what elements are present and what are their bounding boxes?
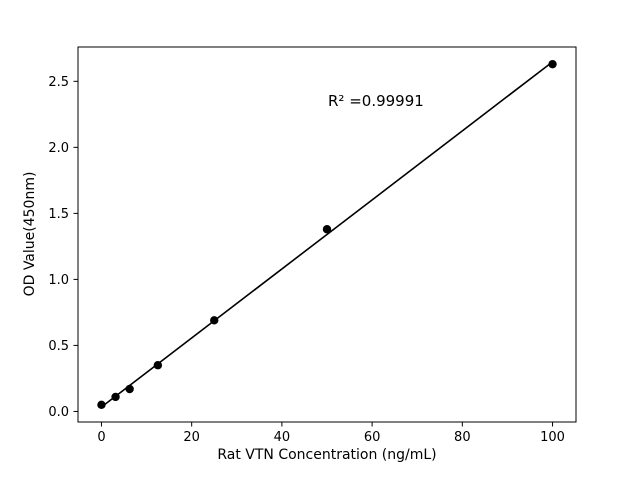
y-tick-label: 2.5 [48, 75, 69, 90]
data-point [153, 361, 163, 370]
fit-line [100, 61, 554, 408]
y-tick-label: 1.0 [48, 273, 69, 288]
data-point [111, 392, 120, 402]
y-tick-label: 2.0 [48, 141, 69, 156]
x-tick-label: 100 [540, 430, 565, 445]
x-tick-label: 40 [274, 430, 291, 445]
data-point [548, 59, 557, 69]
r-squared-annotation: R² =0.99991 [328, 92, 424, 110]
y-tick-label: 0.0 [48, 405, 69, 420]
data-point [97, 400, 106, 410]
data-point [210, 316, 219, 325]
x-tick-label: 60 [364, 430, 381, 445]
plot-frame [77, 46, 577, 423]
y-tick-label: 0.5 [48, 339, 69, 354]
data-point [322, 225, 332, 234]
x-axis-label: Rat VTN Concentration (ng/mL) [217, 447, 437, 463]
y-tick-label: 1.5 [48, 207, 69, 222]
data-point [125, 384, 134, 394]
x-tick-label: 0 [97, 430, 105, 445]
x-tick-label: 80 [454, 430, 471, 445]
x-tick-label: 20 [183, 430, 200, 445]
y-axis-label: OD Value(450nm) [22, 171, 38, 297]
